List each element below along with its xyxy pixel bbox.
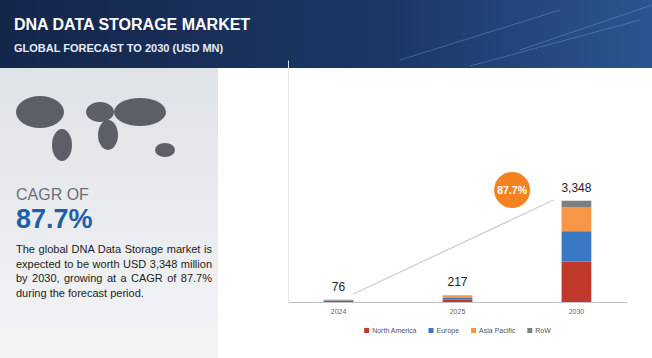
cagr-value: 87.7%	[16, 204, 93, 234]
legend-item: Asia Pacific	[471, 327, 516, 334]
bar-segment	[562, 201, 592, 207]
badge-circle	[494, 172, 530, 208]
map-shape	[86, 102, 114, 122]
left-panel	[0, 68, 218, 358]
description: The global DNA Data Storage market is ex…	[16, 242, 212, 300]
map-shape	[114, 98, 166, 126]
subtitle: GLOBAL FORECAST TO 2030 (USD MN)	[14, 42, 224, 54]
map-shape	[52, 129, 72, 161]
header-streak	[520, 5, 652, 50]
x-axis-line	[289, 302, 628, 303]
header-streak	[400, 10, 560, 60]
badge-text: 87.7%	[497, 184, 527, 196]
chart-panel	[0, 0, 652, 358]
legend-swatch	[527, 328, 532, 333]
bar-segment	[562, 231, 592, 261]
bar-segment	[324, 299, 354, 300]
x-tick: 2030	[569, 308, 585, 315]
legend-swatch	[471, 328, 476, 333]
bar-segment	[324, 301, 354, 302]
legend-item: Europe	[429, 327, 460, 335]
bar-segment	[562, 261, 592, 302]
total-label: 217	[447, 275, 467, 289]
growth-badge: 87.7%	[494, 172, 530, 208]
y-axis-line	[288, 61, 289, 303]
cagr-label: CAGR OF	[16, 186, 89, 203]
legend-label: Europe	[437, 327, 460, 335]
bar-segment	[562, 207, 592, 231]
growth-arrow	[353, 200, 553, 294]
x-tick-label: 2025	[450, 308, 466, 315]
legend-label: RoW	[535, 327, 551, 334]
bar-segment	[443, 296, 473, 298]
bar-segment	[443, 297, 473, 299]
bar-segment	[443, 295, 473, 296]
total-label: 3,348	[561, 181, 591, 195]
x-tick-label: 2024	[331, 308, 347, 315]
total-labels: 76 217 3,348	[332, 181, 592, 294]
legend-label: North America	[372, 327, 416, 334]
legend-label: Asia Pacific	[479, 327, 516, 334]
legend-swatch	[364, 328, 369, 333]
legend-item: RoW	[527, 327, 551, 334]
legend-swatch	[429, 328, 434, 333]
total-label: 76	[332, 280, 346, 294]
x-tick: 2024	[331, 308, 347, 315]
x-tick-label: 2030	[569, 308, 585, 315]
legend-item: North America	[364, 327, 416, 334]
map-shape	[16, 96, 64, 128]
map-shape	[98, 120, 118, 150]
title: DNA DATA STORAGE MARKET	[14, 16, 250, 33]
x-tick: 2025	[450, 308, 466, 315]
world-map	[16, 96, 175, 161]
x-axis: 2024 2025 2030	[289, 303, 628, 315]
header	[0, 0, 652, 68]
y-axis	[288, 61, 289, 303]
bar-segment	[324, 299, 354, 301]
bar-segment	[443, 299, 473, 302]
map-shape	[155, 143, 175, 157]
header-streak	[470, 20, 640, 66]
canvas: DNA DATA STORAGE MARKET GLOBAL FORECAST T…	[0, 0, 652, 358]
bars	[324, 201, 592, 302]
legend: North America Europe Asia Pacific RoW	[364, 327, 551, 335]
bar-segment	[324, 300, 354, 302]
